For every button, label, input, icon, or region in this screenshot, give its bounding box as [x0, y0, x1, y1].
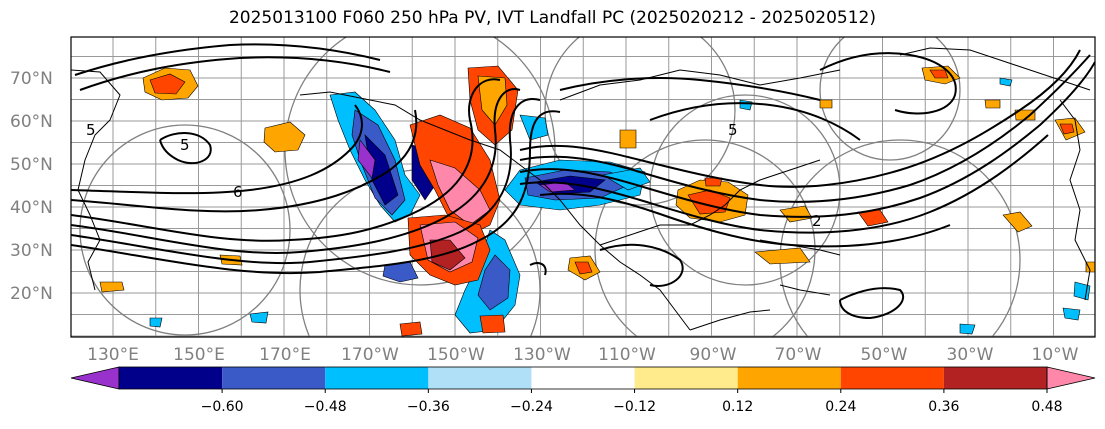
lat-label-30n: 30°N [10, 241, 53, 261]
lon-label-130e: 130°E [87, 345, 139, 365]
contour-label: 5 [180, 136, 190, 154]
lon-label-110w: 110°W [598, 345, 656, 365]
colorbar-labels: −0.60 −0.48 −0.36 −0.24 −0.12 0.12 0.24 0.36 0.4… [201, 389, 1063, 415]
lat-label-70n: 70°N [10, 69, 53, 89]
colorbar-segment [531, 367, 635, 389]
colorbar-tick-label: −0.60 [201, 399, 244, 415]
contour-label: 2 [812, 212, 822, 230]
colorbar-extend-min [70, 366, 120, 390]
colorbar-segment [840, 367, 944, 389]
lon-label-130w: 130°W [513, 345, 571, 365]
lat-label-50n: 50°N [10, 155, 53, 175]
colorbar-tick-label: 0.12 [722, 399, 753, 415]
colorbar [70, 366, 1096, 390]
colorbar-extend-max [1046, 366, 1096, 390]
lon-label-30w: 30°W [947, 345, 994, 365]
pv-contours [71, 43, 1095, 320]
colorbar-segment [737, 367, 841, 389]
colorbar-border [118, 366, 1048, 390]
colorbar-tick-label: −0.12 [613, 399, 656, 415]
lon-label-150w: 150°W [427, 345, 485, 365]
map-title: 2025013100 F060 250 hPa PV, IVT Landfall… [228, 8, 876, 28]
colorbar-segment [222, 367, 326, 389]
lon-label-170w: 170°W [341, 345, 399, 365]
lat-label-20n: 20°N [10, 284, 53, 304]
ivt-range-circles [79, 37, 1021, 337]
lat-label-40n: 40°N [10, 198, 53, 218]
colorbar-tick-label: 0.36 [928, 399, 959, 415]
positive-anomaly-shading [99, 65, 1095, 337]
colorbar-tick-label: 0.48 [1031, 399, 1062, 415]
colorbar-tick-label: −0.24 [510, 399, 553, 415]
lon-label-50w: 50°W [861, 345, 908, 365]
lat-label-60n: 60°N [10, 112, 53, 132]
colorbar-segment [325, 367, 429, 389]
contour-label: 6 [233, 183, 243, 201]
colorbar-segment [634, 367, 738, 389]
lon-label-170e: 170°E [259, 345, 311, 365]
lon-label-10w: 10°W [1032, 345, 1079, 365]
colorbar-tick-label: −0.36 [407, 399, 450, 415]
latitude-labels: 70°N 60°N 50°N 40°N 30°N 20°N [10, 69, 53, 304]
lon-label-90w: 90°W [690, 345, 737, 365]
pv-contour-labels: 5 5 6 5 2 [86, 121, 822, 230]
longitude-labels: 130°E 150°E 170°E 170°W 150°W 130°W 110°… [87, 345, 1079, 365]
contour-label: 5 [728, 121, 738, 139]
contour-label: 5 [86, 121, 96, 139]
colorbar-tick-label: 0.24 [825, 399, 856, 415]
colorbar-segment [428, 367, 532, 389]
lon-label-70w: 70°W [775, 345, 822, 365]
map-border [70, 36, 1096, 338]
colorbar-segment [119, 367, 223, 389]
colorbar-segment [943, 367, 1047, 389]
colorbar-tick-label: −0.48 [304, 399, 347, 415]
coastlines [71, 47, 1091, 331]
lon-label-150e: 150°E [173, 345, 225, 365]
